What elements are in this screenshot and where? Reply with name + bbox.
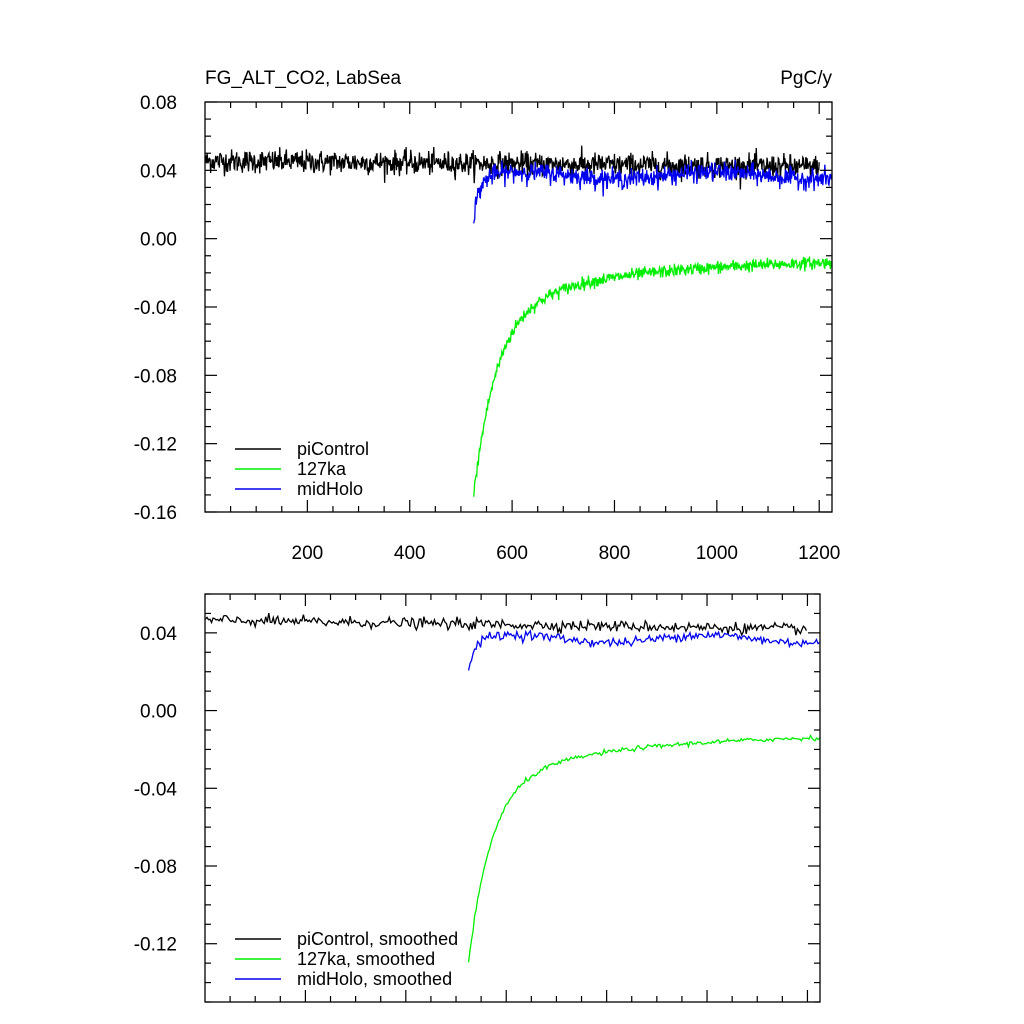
y-tick-label: -0.12 bbox=[134, 935, 177, 956]
legend-label: 127ka, smoothed bbox=[297, 949, 435, 969]
y-tick-label: 0.00 bbox=[140, 230, 177, 251]
series-line-midholo bbox=[473, 159, 832, 224]
y-tick-label: -0.16 bbox=[134, 503, 177, 524]
legend-label: midHolo, smoothed bbox=[297, 969, 452, 989]
legend-label: piControl, smoothed bbox=[297, 929, 458, 949]
x-tick-label: 1000 bbox=[696, 543, 738, 564]
x-tick-label: 200 bbox=[292, 543, 324, 564]
series-line-127ka bbox=[473, 256, 832, 497]
units-label: PgC/y bbox=[780, 68, 832, 89]
y-tick-label: -0.04 bbox=[134, 779, 178, 800]
y-tick-label: 0.00 bbox=[140, 702, 177, 723]
series-line-picontrol bbox=[205, 145, 820, 190]
y-tick-label: -0.12 bbox=[134, 435, 177, 456]
y-tick-label: -0.04 bbox=[134, 298, 178, 319]
plot-frame bbox=[204, 593, 821, 1003]
y-tick-label: 0.04 bbox=[140, 624, 177, 645]
y-tick-label: 0.08 bbox=[140, 93, 177, 114]
bottom-panel: 0.04 0.00 -0.04 -0.08 -0.12 piControl, smooth… bbox=[134, 593, 821, 1003]
legend-label: 127ka bbox=[297, 459, 347, 479]
x-tick-label: 800 bbox=[599, 543, 631, 564]
y-tick-label: 0.04 bbox=[140, 161, 177, 182]
series-line-127ka-smoothed bbox=[467, 734, 820, 963]
x-tick-label: 1200 bbox=[798, 543, 840, 564]
legend-label: midHolo bbox=[297, 479, 363, 499]
series-line-picontrol-smoothed bbox=[205, 612, 808, 637]
x-tick-label: 600 bbox=[496, 543, 528, 564]
chart-title: FG_ALT_CO2, LabSea bbox=[205, 68, 402, 89]
top-panel: 0.08 0.04 0.00 -0.04 -0.08 -0.12 -0.16 200 400 60… bbox=[134, 68, 841, 564]
y-tick-label: -0.08 bbox=[134, 857, 177, 878]
x-tick-label: 400 bbox=[394, 543, 426, 564]
series-line-midholo-smoothed bbox=[467, 629, 820, 671]
y-tick-label: -0.08 bbox=[134, 366, 177, 387]
legend-label: piControl bbox=[297, 439, 369, 459]
